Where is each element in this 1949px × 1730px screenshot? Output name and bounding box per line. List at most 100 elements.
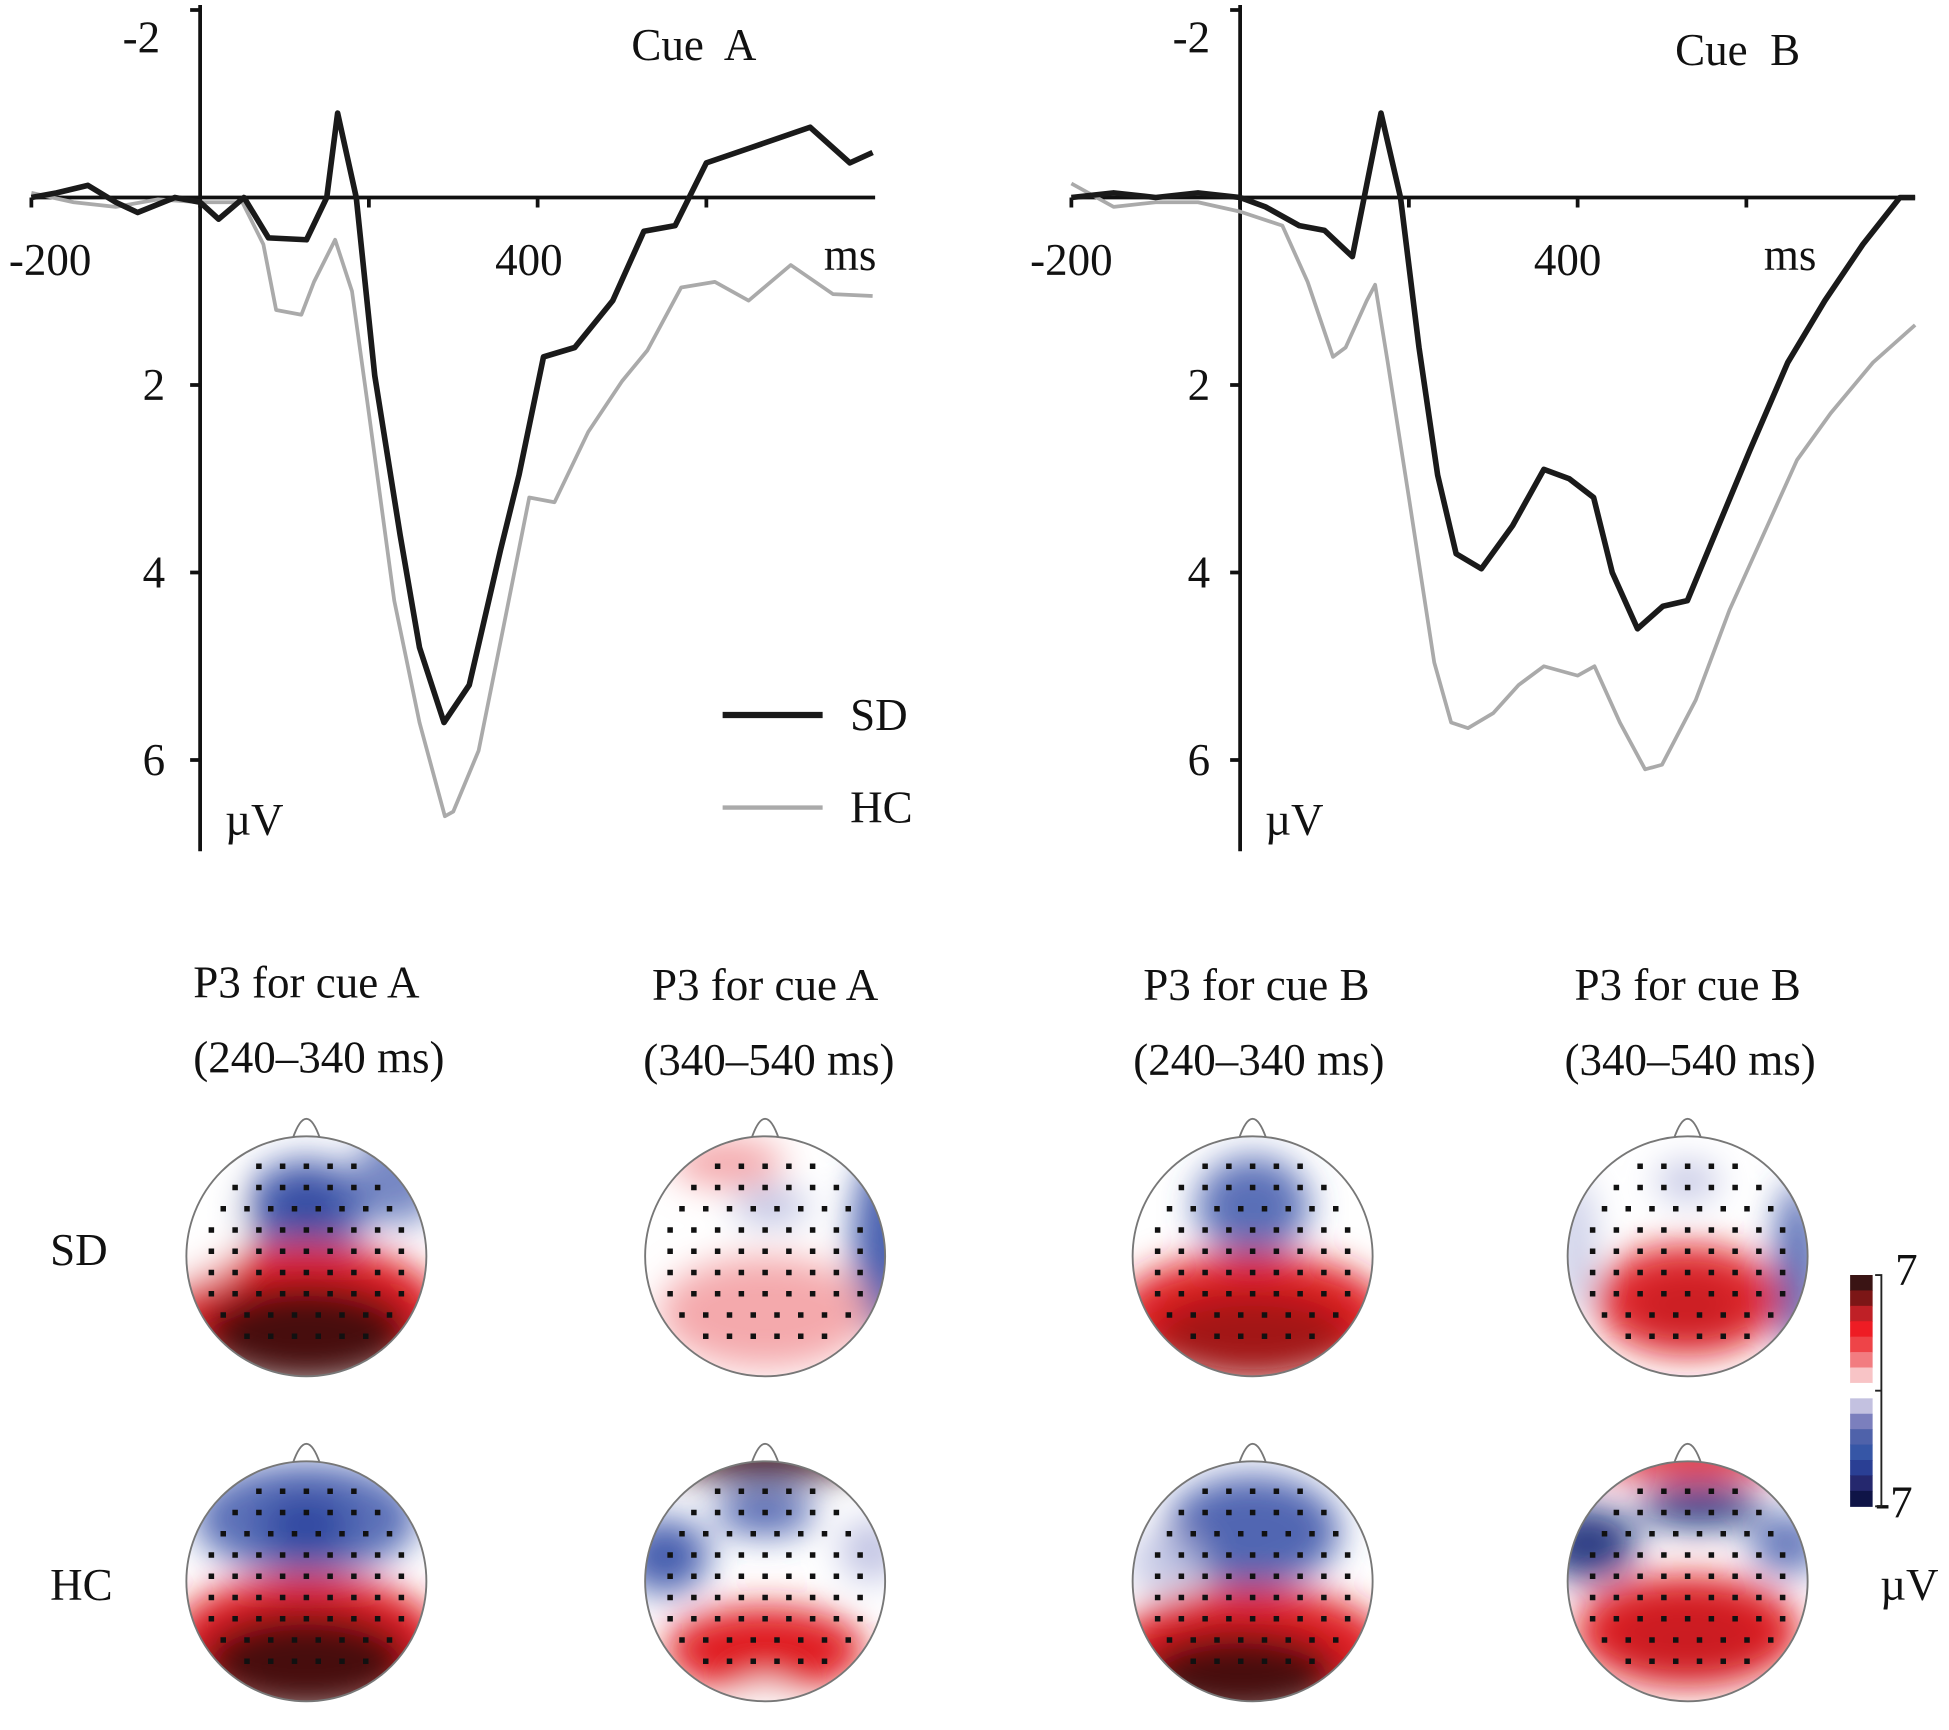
electrode-dot: [1297, 1552, 1303, 1558]
electrode-dot: [714, 1163, 721, 1169]
electrode-dot: [1779, 1269, 1786, 1276]
electrode-dot: [1779, 1227, 1786, 1233]
electrode-dot: [786, 1509, 792, 1516]
electrode-dot: [374, 1269, 381, 1276]
electrode-dot: [1589, 1269, 1596, 1276]
electrode-dot: [351, 1573, 357, 1580]
electrode-dot: [774, 1658, 780, 1665]
electrode-dot: [220, 1637, 226, 1643]
electrode-dot: [1613, 1509, 1620, 1516]
electrode-dot: [1214, 1658, 1220, 1665]
electrode-dot: [1637, 1248, 1643, 1254]
field-blob: [200, 1612, 413, 1702]
electrode-dot: [1637, 1573, 1643, 1580]
electrode-dot: [291, 1637, 298, 1643]
electrode-dot: [1226, 1291, 1232, 1297]
electrode-dot: [845, 1637, 851, 1643]
electrode-dot: [1708, 1248, 1715, 1254]
electrode-dot: [1613, 1594, 1620, 1601]
electrode-dot: [315, 1531, 321, 1537]
electrode-dot: [1154, 1269, 1161, 1276]
electrode-dot: [1249, 1552, 1256, 1558]
electrode-dot: [1226, 1488, 1232, 1495]
topomap-column-title: P3 for cue B: [1575, 960, 1801, 1010]
electrode-dot: [726, 1333, 733, 1340]
electrode-dot: [738, 1227, 745, 1233]
electrode-dot: [1285, 1658, 1292, 1665]
electrode-dot: [1684, 1269, 1691, 1276]
electrode-dot: [798, 1658, 804, 1665]
electrode-dot: [1756, 1552, 1762, 1558]
electrode-dot: [1190, 1658, 1196, 1665]
nose-icon: [750, 1443, 780, 1465]
electrode-dot: [738, 1573, 745, 1580]
electrode-dot: [351, 1552, 357, 1558]
electrode-dot: [1344, 1552, 1351, 1558]
electrode-dot: [1768, 1206, 1774, 1212]
electrode-dot: [220, 1531, 226, 1537]
electrode-dot: [833, 1227, 840, 1233]
electrode-dot: [1249, 1163, 1256, 1169]
electrode-dot: [691, 1184, 697, 1191]
electrode-dot: [679, 1531, 685, 1537]
panel-title: Cue A: [631, 20, 757, 70]
field-blob: [1631, 1275, 1744, 1338]
electrode-dot: [339, 1333, 345, 1340]
electrode-dot: [291, 1312, 298, 1318]
electrode-dot: [1696, 1637, 1703, 1643]
field-blob: [1140, 1631, 1341, 1702]
electrode-dot: [1297, 1291, 1303, 1297]
electrode-dot: [1226, 1552, 1232, 1558]
electrode-dot: [845, 1312, 851, 1318]
electrode-dot: [1708, 1269, 1715, 1276]
electrode-dot: [774, 1333, 780, 1340]
electrode-dot: [327, 1184, 333, 1191]
electrode-dot: [738, 1163, 745, 1169]
electrode-dot: [1589, 1291, 1596, 1297]
electrode-dot: [703, 1206, 709, 1212]
electrode-dot: [232, 1509, 238, 1516]
electrode-dot: [1226, 1184, 1232, 1191]
electrode-dot: [1673, 1531, 1679, 1537]
electrode-dot: [279, 1184, 286, 1191]
electrode-dot: [679, 1206, 685, 1212]
electrode-dot: [1333, 1531, 1339, 1537]
electrode-dot: [374, 1616, 381, 1622]
electrode-dot: [738, 1488, 745, 1495]
electrode-dot: [738, 1509, 745, 1516]
electrode-dot: [762, 1552, 768, 1558]
electrode-dot: [374, 1184, 381, 1191]
electrode-dot: [208, 1552, 215, 1558]
topomap-row-label: HC: [50, 1560, 113, 1610]
electrode-dot: [1637, 1488, 1643, 1495]
electrode-dot: [809, 1573, 816, 1580]
electrode-dot: [762, 1184, 768, 1191]
electrode-dot: [1661, 1163, 1667, 1169]
electrode-dot: [1613, 1248, 1620, 1254]
electrode-dot: [786, 1227, 792, 1233]
series-line-sd: [1071, 110, 1916, 632]
electrode-dot: [1779, 1248, 1786, 1254]
electrode-dot: [398, 1291, 405, 1297]
electrode-dot: [386, 1637, 393, 1643]
electrode-dot: [1732, 1248, 1738, 1254]
electrode-dot: [833, 1616, 840, 1622]
electrode-dot: [291, 1531, 298, 1537]
electrode-dot: [857, 1573, 863, 1580]
field-blob: [1612, 1600, 1763, 1675]
electrode-dot: [1309, 1333, 1315, 1340]
electrode-dot: [303, 1573, 310, 1580]
electrode-dot: [1178, 1573, 1185, 1580]
electrode-dot: [1661, 1509, 1667, 1516]
electrode-dot: [339, 1206, 345, 1212]
electrode-dot: [691, 1616, 697, 1622]
electrode-dot: [256, 1269, 262, 1276]
electrode-dot: [244, 1637, 250, 1643]
electrode-dot: [1344, 1291, 1351, 1297]
electrode-dot: [845, 1531, 851, 1537]
electrode-dot: [714, 1616, 721, 1622]
electrode-dot: [821, 1206, 828, 1212]
head-outline: [1131, 1460, 1374, 1703]
electrode-dot: [738, 1594, 745, 1601]
